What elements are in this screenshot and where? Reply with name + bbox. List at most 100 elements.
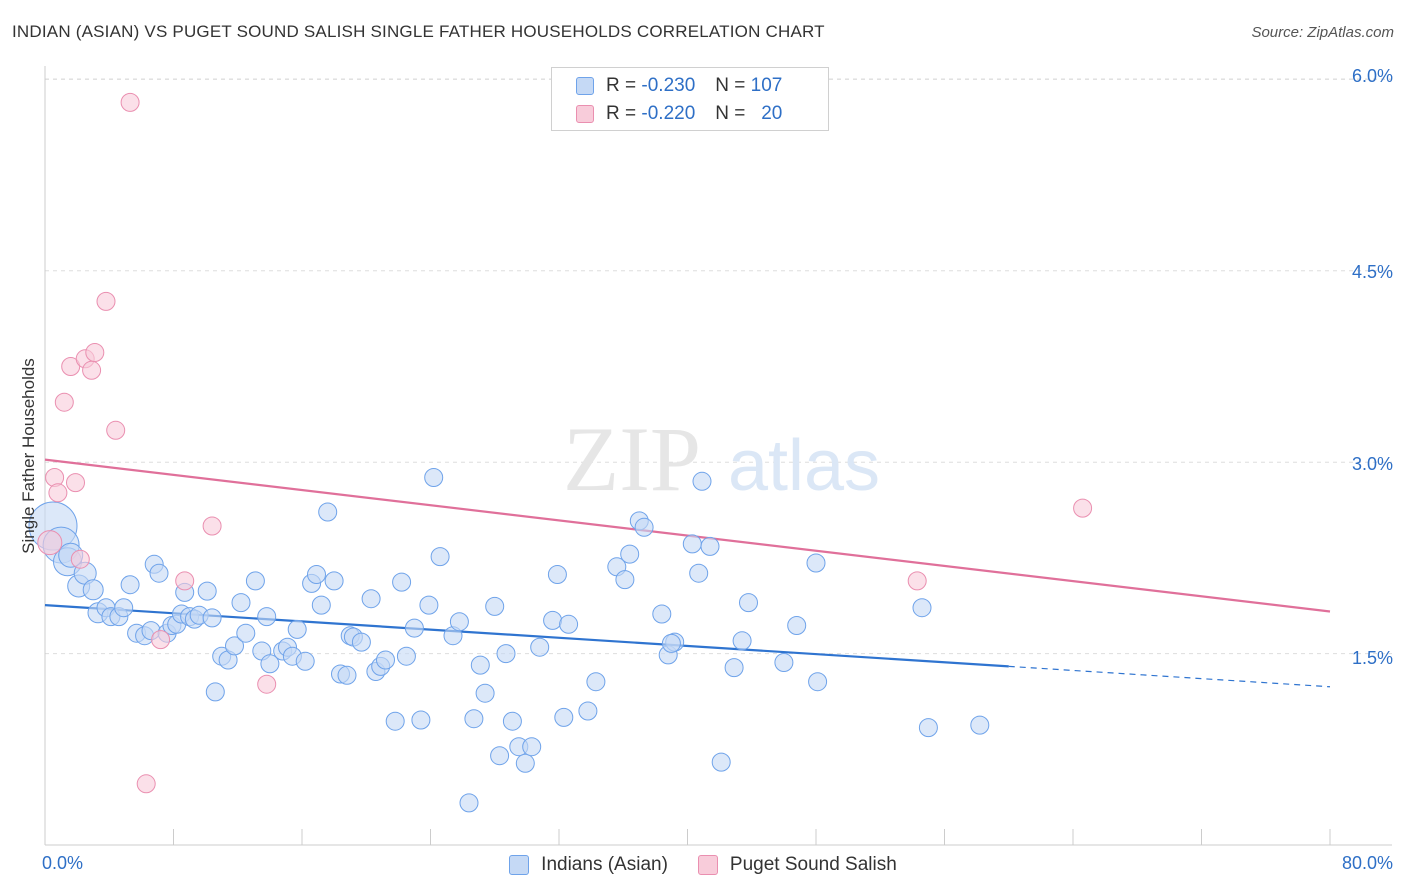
point-indians: [470, 655, 490, 675]
point-indians: [424, 468, 444, 487]
point-salish: [54, 392, 74, 412]
point-indians: [318, 502, 338, 522]
trend-line-salish: [44, 458, 1331, 613]
legend-n-label: N =: [715, 103, 746, 124]
point-indians: [739, 593, 758, 613]
legend-row-indians: R = -0.230 N = 107: [576, 73, 782, 99]
point-indians: [311, 595, 331, 615]
legend-row-salish: R = -0.220 N = 20: [576, 101, 782, 127]
legend-r-value: -0.220: [641, 103, 696, 124]
point-indians: [634, 517, 654, 537]
point-indians: [449, 612, 469, 632]
legend-swatch-indians: [576, 77, 594, 95]
point-indians: [515, 753, 535, 773]
tick-labels: 1.5% 3.0% 4.5% 6.0% 0.0% 80.0%: [42, 66, 1393, 873]
point-indians: [396, 646, 416, 666]
point-indians: [475, 683, 495, 703]
point-indians: [149, 563, 169, 583]
point-indians: [385, 711, 405, 731]
point-indians: [245, 571, 265, 591]
point-indians: [559, 614, 579, 634]
chart-title: INDIAN (ASIAN) VS PUGET SOUND SALISH SIN…: [12, 22, 825, 41]
point-indians: [808, 672, 828, 692]
point-indians: [231, 593, 251, 613]
point-salish: [120, 92, 140, 112]
legend-r-value: -0.230: [641, 75, 696, 96]
point-indians: [287, 619, 307, 639]
correlation-legend: R = -0.230 N = 107 R = -0.220 N = 20: [551, 67, 829, 131]
point-indians: [700, 536, 720, 556]
x-tick-label: 80.0%: [1342, 853, 1393, 873]
point-indians: [411, 710, 431, 730]
y-axis-label: Single Father Households: [19, 358, 38, 554]
point-indians: [485, 596, 505, 616]
point-indians: [404, 618, 424, 638]
point-indians: [197, 581, 217, 601]
point-indians: [419, 595, 439, 615]
y-tick-label: 6.0%: [1352, 66, 1393, 86]
point-indians: [236, 623, 256, 643]
point-indians: [257, 607, 277, 627]
point-indians: [82, 579, 104, 601]
point-indians: [490, 746, 510, 766]
point-indians: [522, 737, 542, 757]
y-tick-label: 4.5%: [1352, 262, 1393, 282]
point-indians: [351, 632, 371, 652]
point-indians: [578, 701, 598, 721]
point-indians: [307, 565, 326, 584]
point-indians: [464, 709, 484, 729]
point-indians: [496, 644, 516, 664]
y-tick-label: 3.0%: [1352, 454, 1393, 474]
point-indians: [205, 682, 225, 702]
point-salish: [37, 530, 63, 556]
axes: [44, 66, 1392, 846]
y-tick-label: 1.5%: [1352, 648, 1393, 668]
point-indians: [620, 544, 640, 564]
point-salish: [136, 774, 156, 794]
point-salish: [85, 343, 105, 362]
point-salish: [70, 549, 90, 569]
legend-item-indians[interactable]: Indians (Asian): [509, 854, 668, 876]
point-indians: [689, 563, 709, 583]
watermark: ZIP atlas: [563, 408, 880, 510]
point-indians: [225, 636, 244, 656]
point-salish: [106, 420, 126, 440]
legend-item-salish[interactable]: Puget Sound Salish: [697, 854, 897, 876]
point-indians: [502, 711, 522, 731]
legend-swatch-salish: [697, 855, 718, 875]
point-indians: [530, 637, 550, 657]
legend-label-salish: Puget Sound Salish: [729, 854, 897, 875]
point-salish: [907, 571, 927, 591]
grid-lines: [45, 78, 1392, 655]
point-indians: [392, 572, 412, 592]
legend-label-indians: Indians (Asian): [541, 854, 668, 875]
point-indians: [711, 752, 731, 772]
point-indians: [260, 654, 280, 674]
point-salish: [96, 291, 116, 311]
point-indians: [774, 653, 794, 672]
trend-line-indians-extension: [1008, 665, 1331, 688]
watermark-atlas: atlas: [728, 426, 880, 506]
point-indians: [732, 631, 752, 651]
point-indians: [430, 547, 450, 567]
point-indians: [324, 571, 344, 591]
point-indians: [202, 608, 222, 628]
point-salish: [1073, 498, 1093, 518]
point-salish: [202, 516, 222, 536]
point-indians: [652, 604, 672, 624]
point-indians: [661, 633, 681, 653]
point-indians: [376, 650, 395, 670]
point-indians: [918, 718, 938, 738]
watermark-zip: ZIP: [563, 408, 701, 510]
point-indians: [120, 575, 140, 595]
legend-n-label: N =: [715, 75, 746, 96]
point-salish: [175, 571, 195, 591]
legend-swatch-salish: [576, 105, 594, 123]
point-indians: [337, 665, 357, 685]
point-salish: [48, 483, 68, 503]
legend-n-value: 107: [750, 75, 783, 96]
point-indians: [682, 534, 702, 554]
point-indians: [547, 565, 567, 584]
legend-n-value: 20: [761, 103, 783, 124]
